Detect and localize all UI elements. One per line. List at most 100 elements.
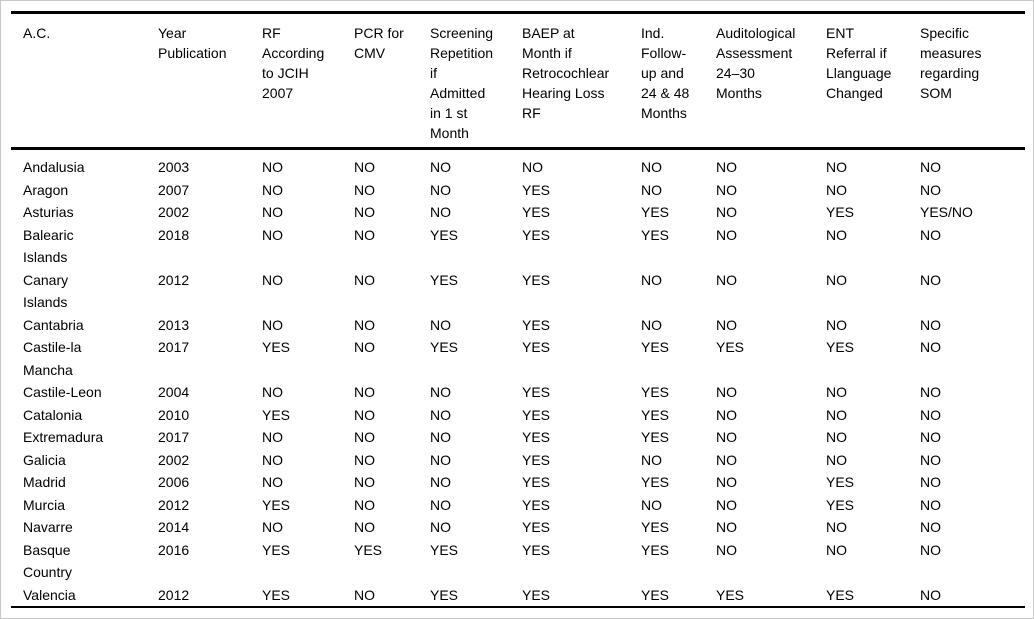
- table-cell: NO: [354, 586, 375, 603]
- cell-ac-name: Asturias: [23, 204, 74, 220]
- table-cell: NO: [262, 226, 283, 243]
- table-cell: YES: [522, 406, 551, 423]
- table-cell: YES: [430, 586, 459, 603]
- table-cell: NO: [920, 519, 941, 535]
- table-row: Canary Islands 2012 NO NO YES YES NO NO NO NO: [11, 269, 1025, 314]
- cell-ac-name: Canary Islands: [23, 271, 69, 311]
- table-cell: NO: [920, 384, 941, 400]
- hearing-screening-protocol-table: A.C. Year Publication RF According to JC…: [11, 11, 1025, 608]
- table-cell: YES: [262, 586, 291, 603]
- table-cell: YES: [641, 474, 670, 490]
- table-cell: NO: [920, 496, 941, 513]
- table-cell: NO: [716, 384, 737, 400]
- table-cell: YES: [716, 586, 745, 603]
- table-cell: NO: [430, 496, 451, 513]
- table-cell: NO: [920, 406, 941, 423]
- table-cell: NO: [826, 181, 847, 198]
- table-cell: NO: [354, 181, 375, 198]
- table-cell: NO: [716, 226, 737, 243]
- table-cell: NO: [826, 541, 847, 558]
- table-cell: 2014: [158, 519, 190, 535]
- cell-ac-name: Balearic Islands: [23, 226, 74, 266]
- column-header-ind-followup: Ind. Follow- up and 24 & 48 Months: [629, 12, 704, 150]
- table-cell: NO: [920, 474, 941, 490]
- column-header-ac: A.C.: [11, 12, 146, 150]
- table-cell: NO: [641, 451, 662, 468]
- table-cell: NO: [430, 451, 451, 468]
- table-cell: NO: [430, 159, 451, 175]
- table-cell: NO: [826, 271, 847, 288]
- table-cell: NO: [262, 474, 283, 490]
- table-cell: NO: [430, 181, 451, 198]
- table-cell: NO: [430, 474, 451, 490]
- table-row: Asturias 2002 NO NO NO YES YES NO YES YES/NO: [11, 201, 1025, 224]
- table-row: Catalonia 2010 YES NO NO YES YES NO NO NO: [11, 404, 1025, 427]
- table-cell: NO: [430, 519, 451, 535]
- table-row: Galicia 2002 NO NO NO YES NO NO NO NO: [11, 449, 1025, 472]
- table-cell: NO: [716, 204, 737, 220]
- column-header-screening-repetition: Screening Repetition if Admitted in 1 st…: [418, 12, 510, 150]
- table-cell: NO: [716, 429, 737, 445]
- table-cell: NO: [262, 384, 283, 400]
- table-row: Andalusia 2003 NO NO NO NO NO NO NO NO: [11, 149, 1025, 179]
- table-cell: YES: [522, 474, 551, 490]
- table-cell: NO: [826, 406, 847, 423]
- table-cell: NO: [920, 429, 941, 445]
- table-cell: NO: [920, 181, 941, 198]
- table-cell: NO: [716, 406, 737, 423]
- table-cell: 2018: [158, 226, 190, 243]
- table-cell: NO: [430, 316, 451, 333]
- table-cell: YES: [522, 519, 551, 535]
- table-cell: YES: [262, 339, 291, 355]
- table-cell: NO: [354, 226, 375, 243]
- table-cell: NO: [262, 451, 283, 468]
- table-cell: NO: [716, 451, 737, 468]
- table-cell: YES: [641, 406, 670, 423]
- table-cell: NO: [354, 496, 375, 513]
- table-cell: NO: [716, 541, 737, 558]
- table-cell: 2017: [158, 339, 190, 355]
- table-cell: NO: [920, 226, 941, 243]
- table-cell: YES: [641, 586, 670, 603]
- cell-ac-name: Valencia: [23, 586, 76, 603]
- table-cell: 2002: [158, 204, 190, 220]
- table-cell: YES: [826, 474, 855, 490]
- table-cell: NO: [354, 316, 375, 333]
- table-cell: NO: [354, 429, 375, 445]
- table-cell: NO: [826, 226, 847, 243]
- cell-ac-name: Andalusia: [23, 159, 85, 175]
- table-cell: YES: [522, 541, 551, 558]
- table-row: Basque Country 2016 YES YES YES YES YES NO NO NO: [11, 539, 1025, 584]
- table-cell: NO: [716, 474, 737, 490]
- table-cell: NO: [262, 204, 283, 220]
- cell-ac-name: Castile-la Mancha: [23, 339, 82, 378]
- table-cell: NO: [920, 339, 941, 355]
- table-header: A.C. Year Publication RF According to JC…: [11, 12, 1025, 150]
- table-cell: NO: [716, 271, 737, 288]
- table-cell: YES: [641, 519, 670, 535]
- table-cell: NO: [826, 451, 847, 468]
- table-cell: 2003: [158, 159, 190, 175]
- table-row: Castile-la Mancha 2017 YES NO YES YES YES YES YE…: [11, 336, 1025, 381]
- table-cell: NO: [920, 271, 941, 288]
- table-cell: NO: [716, 519, 737, 535]
- table-row: Cantabria 2013 NO NO NO YES NO NO NO NO: [11, 314, 1025, 337]
- table-cell: YES: [522, 226, 551, 243]
- cell-ac-name: Cantabria: [23, 316, 84, 333]
- table-cell: NO: [262, 519, 283, 535]
- table-cell: YES: [641, 541, 670, 558]
- table-cell: NO: [262, 429, 283, 445]
- table-cell: NO: [522, 159, 543, 175]
- table-cell: YES: [826, 586, 855, 603]
- table-cell: NO: [641, 316, 662, 333]
- table-cell: NO: [826, 316, 847, 333]
- table-cell: YES: [522, 204, 551, 220]
- table-cell: NO: [430, 406, 451, 423]
- table-cell: YES: [826, 204, 855, 220]
- cell-ac-name: Galicia: [23, 451, 66, 468]
- table-cell: NO: [641, 496, 662, 513]
- table-cell: 2013: [158, 316, 190, 333]
- table-cell: YES: [262, 496, 291, 513]
- table-cell: YES: [522, 181, 551, 198]
- table-cell: YES: [522, 451, 551, 468]
